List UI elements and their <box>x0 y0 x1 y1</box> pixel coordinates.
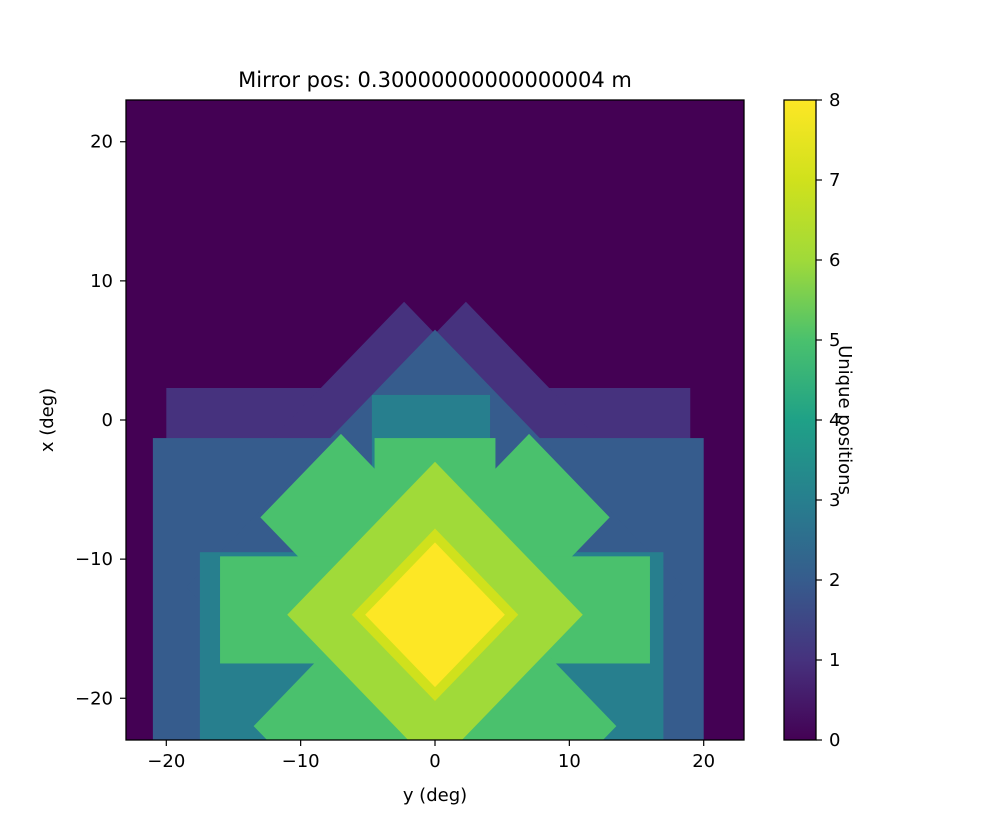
colorbar-gradient <box>783 99 817 741</box>
colorbar-tick-label: 8 <box>829 90 840 111</box>
colorbar-tick-label: 7 <box>829 170 840 191</box>
y-tick-label: −10 <box>75 549 113 570</box>
colorbar-tick-label: 5 <box>829 330 840 351</box>
heatmap-region-15 <box>365 542 505 688</box>
heatmap-area <box>125 99 745 741</box>
x-tick-label: −20 <box>147 751 185 772</box>
colorbar-tick-label: 2 <box>829 570 840 591</box>
colorbar-tick-label: 0 <box>829 730 840 751</box>
colorbar-tick-label: 3 <box>829 490 840 511</box>
y-tick-label: 20 <box>90 132 113 153</box>
x-tick-label: −10 <box>282 751 320 772</box>
colorbar-tick-label: 4 <box>829 410 840 431</box>
x-axis-label: y (deg) <box>403 785 467 806</box>
colorbar-tick-label: 6 <box>829 250 840 271</box>
y-tick-label: 10 <box>90 271 113 292</box>
colorbar: 0 1 2 3 4 5 6 7 8 Unique positions <box>783 90 855 751</box>
x-axis: −20 −10 0 10 20 <box>147 740 715 772</box>
colorbar-label: Unique positions <box>834 345 855 495</box>
colorbar-tick-label: 1 <box>829 650 840 671</box>
y-tick-label: 0 <box>102 410 113 431</box>
x-tick-label: 0 <box>429 751 440 772</box>
chart-title: Mirror pos: 0.30000000000000004 m <box>238 68 632 92</box>
y-axis-label: x (deg) <box>37 388 58 452</box>
y-tick-label: −20 <box>75 688 113 709</box>
y-axis: 20 10 0 −10 −20 <box>75 132 126 709</box>
x-tick-label: 20 <box>692 751 715 772</box>
x-tick-label: 10 <box>558 751 581 772</box>
